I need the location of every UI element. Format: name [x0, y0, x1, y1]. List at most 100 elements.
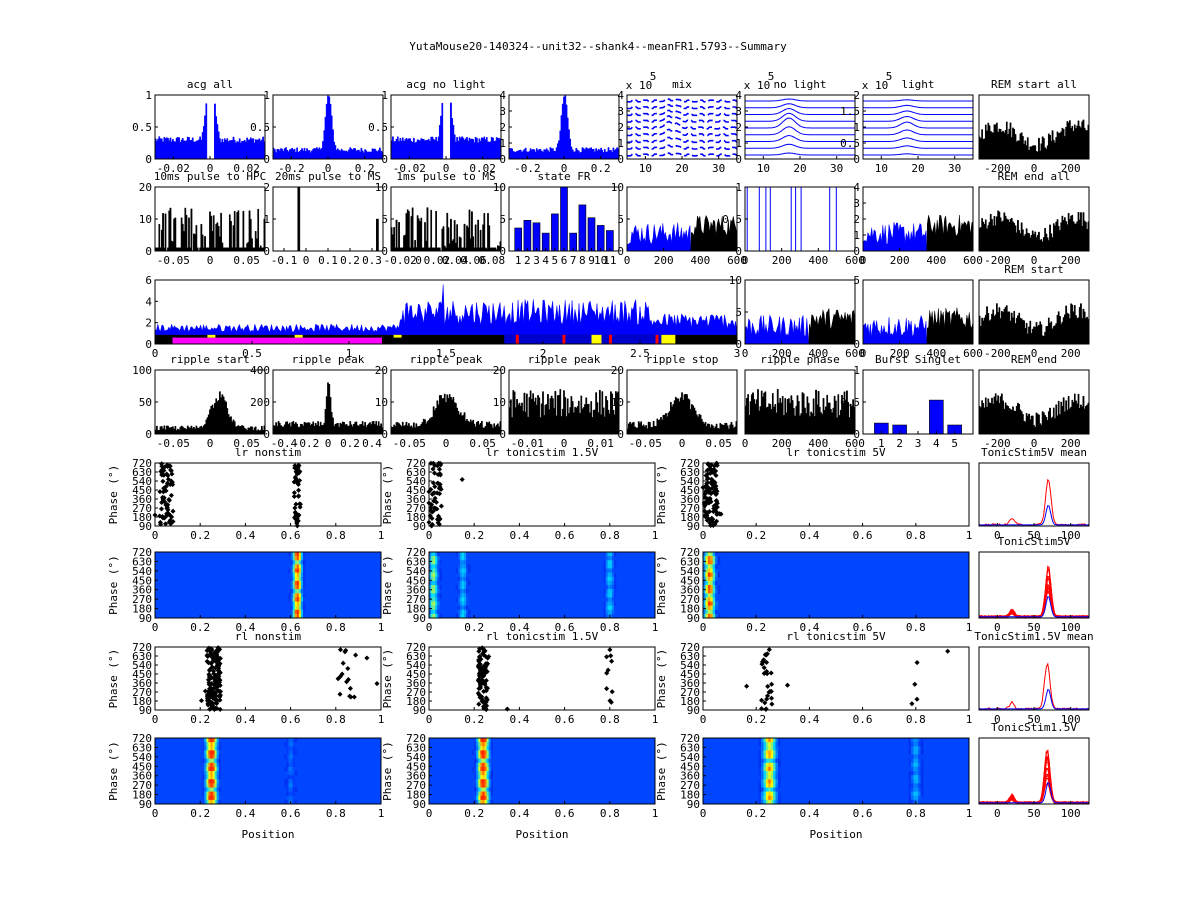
heatmap-cell: [613, 601, 617, 606]
y-tick-label: 0: [853, 428, 860, 441]
x-tick-label: 0.4: [509, 621, 529, 634]
heatmap-cell: [437, 601, 440, 606]
heatmap-cell: [461, 609, 465, 615]
heatmap-cell: [908, 795, 912, 801]
scatter-point: [768, 670, 774, 676]
heatmap-cell: [707, 613, 711, 619]
heatmap-cell: [298, 560, 302, 565]
heatmap-cell: [218, 787, 222, 792]
scatter-point: [351, 694, 357, 700]
y-tick-label: 3: [499, 105, 506, 118]
x-tick-label: 0: [443, 437, 450, 450]
y-tick-label: 360: [680, 677, 700, 690]
heatmap-cell: [918, 783, 921, 788]
heatmap-cell: [710, 568, 714, 573]
chart-title: acg no light: [406, 78, 485, 91]
heatmap-cell: [292, 766, 296, 772]
heatmap-cell: [488, 758, 492, 764]
tuning-curve-blue: [979, 781, 1089, 804]
heatmap-cell: [461, 552, 465, 557]
scatter-point: [914, 696, 920, 702]
heatmap-cell: [431, 597, 434, 602]
histogram-area: [154, 103, 266, 160]
heatmap-cell: [480, 795, 483, 801]
heatmap-cell: [459, 585, 463, 590]
heatmap-cell: [603, 552, 607, 557]
y-tick-label: 5: [381, 213, 388, 226]
heatmap-cell: [768, 795, 772, 801]
heatmap-cell: [459, 572, 463, 578]
heatmap-cell: [773, 791, 776, 797]
heatmap-cell: [715, 597, 718, 602]
heatmap-cell: [218, 766, 222, 772]
heatmap-cell: [920, 771, 924, 776]
histogram-area: [390, 102, 502, 160]
x-tick-label: 100: [1061, 621, 1081, 634]
heatmap-cell: [482, 766, 485, 772]
heatmap-cell: [286, 762, 289, 768]
heatmap-cell: [437, 564, 440, 569]
histogram-area: [390, 207, 502, 252]
x-tick-label: 0: [994, 713, 1001, 726]
heatmap-cell: [915, 775, 919, 780]
heatmap-cell: [290, 742, 294, 747]
x-tick-label: 200: [772, 437, 792, 450]
heatmap-cell: [480, 799, 483, 805]
scatter-point: [435, 480, 441, 486]
heatmap-cell: [768, 754, 772, 759]
heatmap-cell: [459, 552, 463, 557]
heatmap-cell: [296, 613, 300, 619]
heatmap-cell: [703, 605, 706, 611]
heatmap-cell: [212, 771, 215, 776]
x-tick-label: 0: [700, 807, 707, 820]
state-segment: [172, 337, 382, 344]
heatmap-cell: [478, 738, 481, 743]
heatmap-cell: [466, 568, 469, 573]
heatmap-cell: [920, 766, 924, 772]
x-tick-label: 4: [542, 254, 549, 267]
heatmap-cell: [913, 758, 917, 764]
heatmap-cell: [715, 552, 718, 557]
heatmap-cell: [770, 775, 774, 780]
heatmap-cell: [778, 799, 781, 805]
bar: [606, 230, 614, 252]
heatmap-cell: [437, 568, 440, 573]
scatter-point: [374, 681, 380, 687]
x-tick-label: 1: [878, 437, 885, 450]
heatmap-cell: [288, 742, 291, 747]
x-tick-label: 200: [654, 254, 674, 267]
heatmap-cell: [611, 605, 615, 611]
heatmap-cell: [202, 779, 205, 784]
heatmap-cell: [603, 589, 607, 594]
x-tick-label: 0.6: [853, 529, 873, 542]
heatmap-cell: [478, 746, 481, 751]
heatmap-cell: [294, 750, 298, 755]
y-tick-label: 270: [680, 686, 700, 699]
heatmap-cell: [431, 609, 434, 615]
waveform-line: [745, 107, 855, 115]
x-tick-label: 10: [875, 162, 888, 175]
heatmap-cell: [208, 758, 211, 764]
heatmap-cell: [763, 795, 767, 801]
y-tick-label: 0.5: [722, 213, 742, 226]
heatmap-cell: [292, 605, 296, 611]
x-tick-label: 1: [652, 621, 659, 634]
y-tick-label: 6: [145, 274, 152, 287]
x-tick-label: 1: [378, 529, 385, 542]
scatter-point: [429, 491, 435, 497]
y-tick-label: 90: [139, 520, 152, 533]
x-tick-label: 0.2: [355, 162, 375, 175]
scatter-point: [764, 651, 770, 657]
heatmap-cell: [294, 589, 298, 594]
x-tick-label: 1: [966, 621, 973, 634]
heatmap-cell: [210, 766, 213, 772]
y-tick-label: 270: [406, 779, 426, 792]
heatmap-cell: [710, 613, 714, 619]
x-tick-label: 100: [1061, 529, 1081, 542]
heatmap-cell: [457, 589, 461, 594]
heatmap-cell: [286, 766, 289, 772]
heatmap-cell: [765, 783, 769, 788]
heatmap-cell: [703, 556, 706, 561]
heatmap-cell: [459, 580, 463, 586]
